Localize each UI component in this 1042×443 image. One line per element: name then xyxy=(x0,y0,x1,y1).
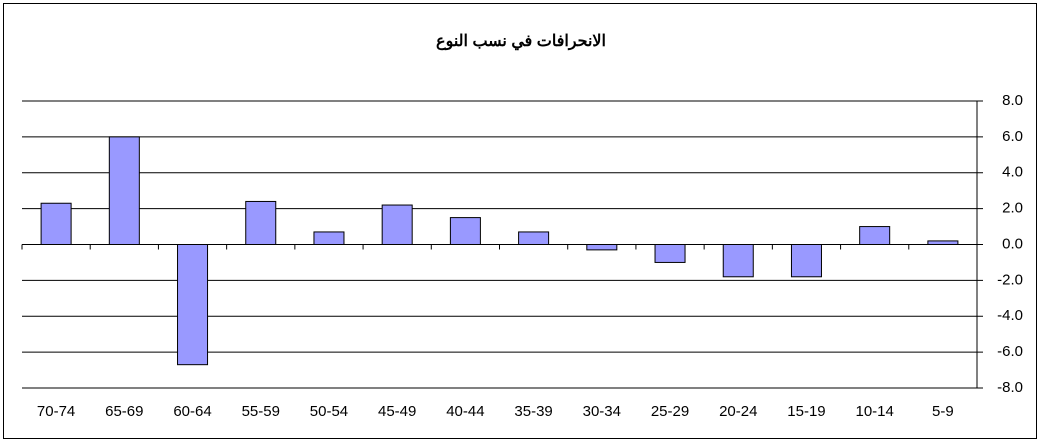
y-tick-label: -6.0 xyxy=(997,343,1023,360)
x-tick-label: 15-19 xyxy=(787,403,825,420)
x-tick-label: 70-74 xyxy=(37,403,75,420)
y-tick-label: 4.0 xyxy=(1002,164,1023,181)
y-tick-label: -4.0 xyxy=(997,307,1023,324)
chart-title: الانحرافات في نسب النوع xyxy=(436,33,606,51)
bar xyxy=(245,200,277,245)
x-tick-label: 60-64 xyxy=(173,403,211,420)
bar xyxy=(790,244,822,278)
x-tick-label: 35-39 xyxy=(514,403,552,420)
chart-border xyxy=(3,3,1037,439)
x-tick-label: 50-54 xyxy=(310,403,348,420)
bar xyxy=(108,136,140,245)
bar xyxy=(518,231,550,246)
x-tick-label: 20-24 xyxy=(719,403,757,420)
bar xyxy=(654,244,686,263)
bar xyxy=(586,244,618,251)
bar xyxy=(859,226,891,245)
x-tick-label: 5-9 xyxy=(932,403,954,420)
y-tick-label: 8.0 xyxy=(1002,92,1023,109)
y-tick-label: 0.0 xyxy=(1002,235,1023,252)
x-tick-label: 30-34 xyxy=(583,403,621,420)
x-tick-label: 65-69 xyxy=(105,403,143,420)
x-tick-label: 55-59 xyxy=(242,403,280,420)
x-tick-label: 10-14 xyxy=(855,403,893,420)
x-tick-label: 25-29 xyxy=(651,403,689,420)
x-tick-label: 40-44 xyxy=(446,403,484,420)
bar xyxy=(927,240,959,246)
bar xyxy=(313,231,345,246)
y-tick-label: -8.0 xyxy=(997,379,1023,396)
y-tick-label: 6.0 xyxy=(1002,128,1023,145)
x-tick-label: 45-49 xyxy=(378,403,416,420)
y-tick-label: 2.0 xyxy=(1002,200,1023,217)
bar xyxy=(40,202,72,245)
bar xyxy=(177,244,209,366)
y-tick-label: -2.0 xyxy=(997,271,1023,288)
bar xyxy=(722,244,754,278)
bar xyxy=(381,204,413,246)
bar xyxy=(449,217,481,245)
